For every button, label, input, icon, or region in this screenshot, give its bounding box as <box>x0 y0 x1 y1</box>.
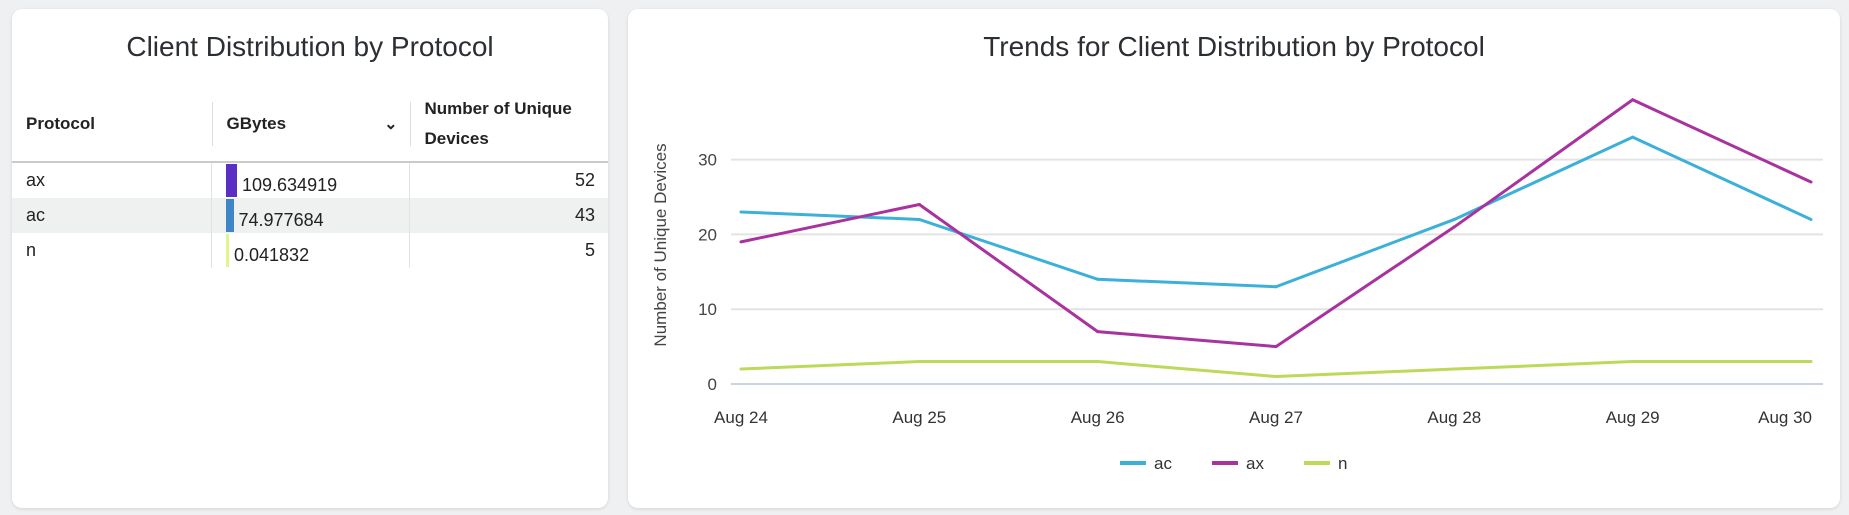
column-label: Number of Unique Devices <box>424 99 572 148</box>
gbytes-value: 0.041832 <box>234 245 310 265</box>
data-point[interactable] <box>1452 367 1456 371</box>
x-tick-label: Aug 24 <box>714 408 768 427</box>
data-point[interactable] <box>1096 360 1100 364</box>
y-axis-label: Number of Unique Devices <box>651 143 670 346</box>
gbytes-cell: 74.977684 <box>211 198 410 233</box>
data-point[interactable] <box>1452 225 1456 229</box>
trends-panel: Trends for Client Distribution by Protoc… <box>628 9 1840 508</box>
data-point[interactable] <box>739 210 743 214</box>
data-point[interactable] <box>917 360 921 364</box>
table-row[interactable]: n 0.041832 5 <box>12 233 608 268</box>
y-tick-label: 20 <box>698 225 717 244</box>
legend-label[interactable]: ac <box>1154 454 1172 473</box>
x-tick-label: Aug 26 <box>1071 408 1125 427</box>
data-point[interactable] <box>1274 345 1278 349</box>
line-chart: 0 10 20 30 Aug 24 Aug 25 Aug 26 Aug 27 Aug 28 Aug… <box>651 98 1823 473</box>
column-label: GBytes <box>226 114 287 133</box>
chart-title: Trends for Client Distribution by Protoc… <box>983 31 1485 62</box>
data-point[interactable] <box>1809 180 1813 184</box>
protocol-cell: ac <box>26 205 46 225</box>
data-point[interactable] <box>739 367 743 371</box>
gbytes-bar <box>226 234 229 267</box>
data-point[interactable] <box>1274 375 1278 379</box>
devices-cell: 52 <box>409 162 608 198</box>
gbytes-value: 109.634919 <box>242 175 338 195</box>
x-tick-label: Aug 28 <box>1427 408 1481 427</box>
gbytes-bar <box>226 199 234 232</box>
y-tick-label: 0 <box>708 375 717 394</box>
column-label: Protocol <box>26 114 95 133</box>
data-point[interactable] <box>1631 98 1635 102</box>
data-point[interactable] <box>1096 330 1100 334</box>
y-tick-label: 30 <box>698 151 717 170</box>
client-distribution-panel: Client Distribution by Protocol Protocol… <box>12 9 608 508</box>
y-tick-label: 10 <box>698 300 717 319</box>
column-header-protocol[interactable]: Protocol <box>12 102 212 146</box>
gbytes-bar <box>226 164 237 197</box>
gbytes-value: 74.977684 <box>238 210 324 230</box>
chevron-down-icon[interactable]: ⌄ <box>384 116 398 133</box>
gbytes-cell: 109.634919 <box>211 162 410 198</box>
x-tick-label: Aug 29 <box>1606 408 1660 427</box>
legend-label[interactable]: n <box>1338 454 1347 473</box>
table-row[interactable]: ax 109.634919 52 <box>12 162 608 198</box>
data-point[interactable] <box>1274 285 1278 289</box>
protocol-cell: ax <box>26 170 46 190</box>
protocol-cell: n <box>26 240 37 260</box>
legend-label[interactable]: ax <box>1246 454 1264 473</box>
data-point[interactable] <box>1809 360 1813 364</box>
protocol-table: Protocol GBytes ⌄ Number of Unique Device… <box>12 87 608 268</box>
data-point[interactable] <box>1096 277 1100 281</box>
series-line-n[interactable] <box>740 360 1811 379</box>
data-point[interactable] <box>917 217 921 221</box>
data-point[interactable] <box>1631 360 1635 364</box>
panel-title: Client Distribution by Protocol <box>126 31 494 62</box>
column-header-devices[interactable]: Number of Unique Devices <box>409 99 609 148</box>
x-tick-label: Aug 27 <box>1249 408 1303 427</box>
devices-cell: 43 <box>409 198 608 233</box>
data-point[interactable] <box>1452 217 1456 221</box>
data-point[interactable] <box>1809 217 1813 221</box>
column-header-gbytes[interactable]: GBytes ⌄ <box>211 102 410 146</box>
gbytes-cell: 0.041832 <box>211 233 410 268</box>
data-point[interactable] <box>1631 135 1635 139</box>
data-point[interactable] <box>739 240 743 244</box>
data-point[interactable] <box>917 202 921 206</box>
x-tick-label: Aug 25 <box>892 408 946 427</box>
devices-cell: 5 <box>409 233 608 268</box>
x-tick-label: Aug 30 <box>1758 408 1812 427</box>
table-row[interactable]: ac 74.977684 43 <box>12 198 608 233</box>
